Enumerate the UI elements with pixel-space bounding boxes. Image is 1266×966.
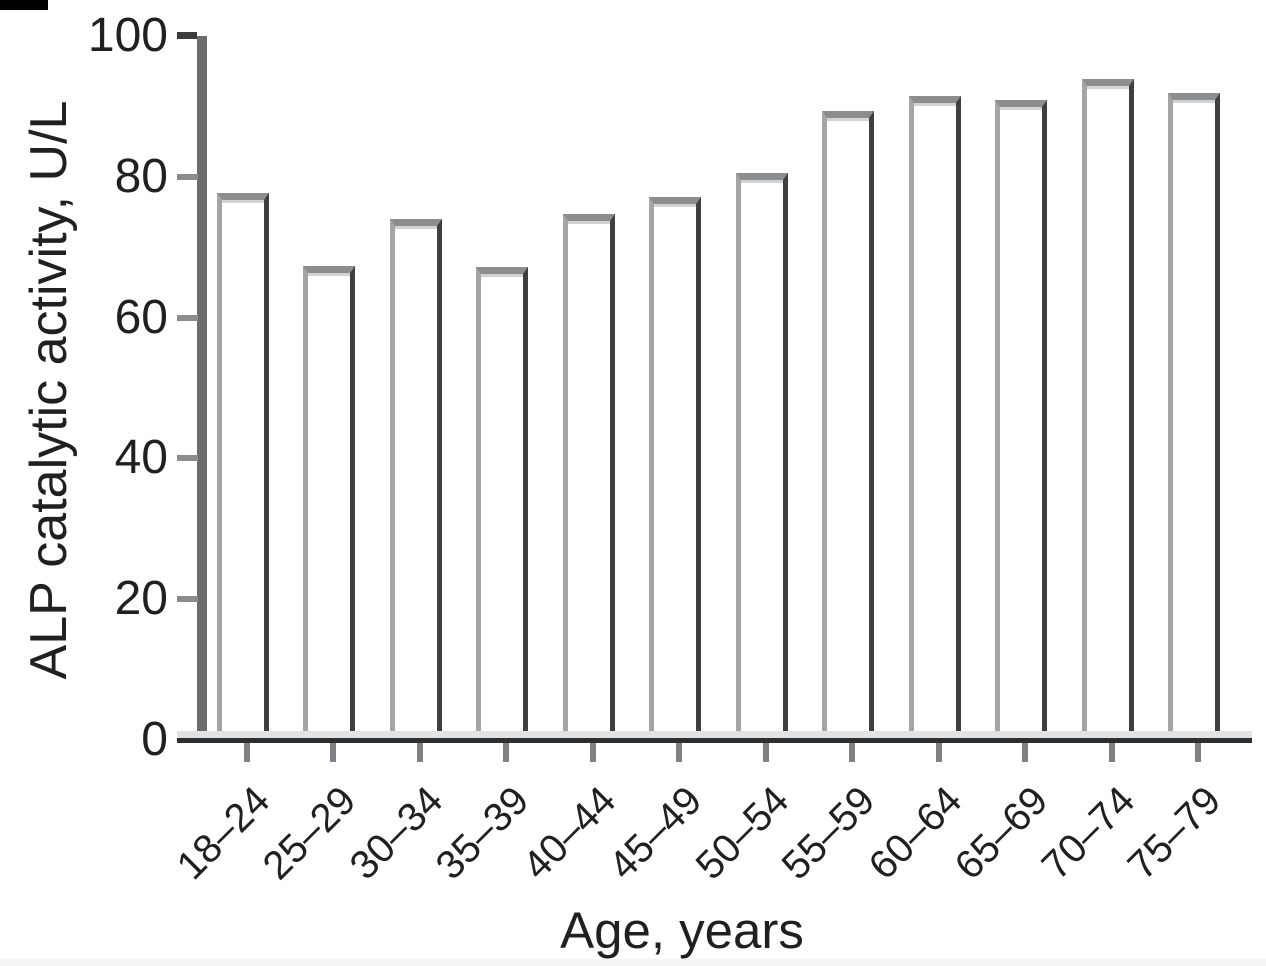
x-tick-30-34 <box>416 743 423 762</box>
y-tick-label-20: 20 <box>114 572 168 626</box>
y-tick-20 <box>177 596 198 603</box>
bar-45-49 <box>649 197 702 740</box>
x-tick-35-39 <box>503 743 510 762</box>
bar-70-74 <box>1081 78 1134 740</box>
bar-60-64 <box>908 95 961 740</box>
y-tick-label-40: 40 <box>114 431 168 485</box>
y-axis-line <box>197 36 207 743</box>
y-tick-label-100: 100 <box>87 9 168 62</box>
bar-75-79 <box>1167 93 1220 740</box>
x-tick-55-59 <box>849 743 856 762</box>
x-tick-40-44 <box>589 743 596 762</box>
x-tick-50-54 <box>762 743 769 762</box>
bar-18-24 <box>217 192 269 740</box>
x-tick-45-49 <box>676 743 683 762</box>
bar-35-39 <box>476 266 529 740</box>
x-tick-70-74 <box>1108 743 1115 762</box>
x-axis-title: Age, years <box>560 902 804 959</box>
bar-65-69 <box>995 100 1048 740</box>
y-tick-label-60: 60 <box>114 290 168 344</box>
y-tick-60 <box>177 314 198 321</box>
bar-40-44 <box>562 214 615 740</box>
y-tick-label-0: 0 <box>141 713 168 766</box>
x-tick-75-79 <box>1194 743 1201 762</box>
bar-50-54 <box>735 173 788 740</box>
x-axis-baseline-shadow <box>177 731 1252 738</box>
y-tick-label-80: 80 <box>114 149 168 203</box>
footer-strip <box>0 959 1266 966</box>
bar-30-34 <box>389 219 442 740</box>
x-axis-baseline <box>177 738 1252 743</box>
x-tick-18-24 <box>244 743 250 762</box>
y-tick-40 <box>177 455 198 462</box>
x-tick-25-29 <box>330 743 337 762</box>
bar-55-59 <box>822 111 875 740</box>
x-tick-65-69 <box>1022 743 1029 762</box>
x-tick-60-64 <box>935 743 942 762</box>
bar-25-29 <box>303 266 356 740</box>
y-tick-80 <box>177 173 198 180</box>
panel-marker <box>0 0 48 10</box>
y-tick-100 <box>177 32 197 39</box>
